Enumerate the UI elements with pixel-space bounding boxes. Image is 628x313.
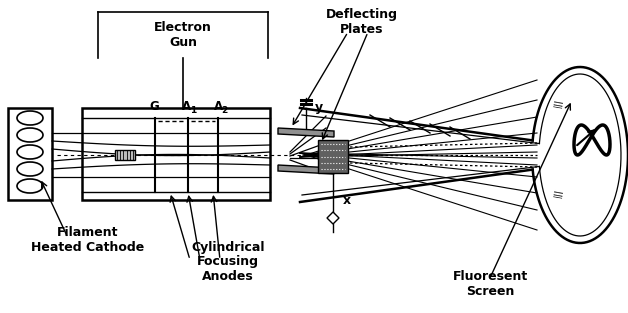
Text: Electron
Gun: Electron Gun <box>154 21 212 49</box>
Text: 1: 1 <box>190 106 196 115</box>
Polygon shape <box>327 212 339 224</box>
Polygon shape <box>278 165 334 174</box>
Text: Fluoresent
Screen: Fluoresent Screen <box>452 270 528 298</box>
Text: |||: ||| <box>553 188 563 198</box>
Bar <box>82 108 270 200</box>
Bar <box>115 150 135 160</box>
Text: x: x <box>343 193 351 207</box>
Text: 2: 2 <box>221 106 227 115</box>
Polygon shape <box>278 128 334 137</box>
Bar <box>8 108 52 200</box>
Text: Cylindrical
Focusing
Anodes: Cylindrical Focusing Anodes <box>192 240 265 284</box>
Text: |||: ||| <box>553 98 563 108</box>
Text: A: A <box>183 100 192 113</box>
Text: G: G <box>149 100 159 113</box>
Text: Filament
Heated Cathode: Filament Heated Cathode <box>31 226 144 254</box>
Text: y: y <box>315 101 323 115</box>
Text: Deflecting
Plates: Deflecting Plates <box>326 8 398 36</box>
Text: A: A <box>214 100 222 113</box>
Bar <box>318 140 348 173</box>
